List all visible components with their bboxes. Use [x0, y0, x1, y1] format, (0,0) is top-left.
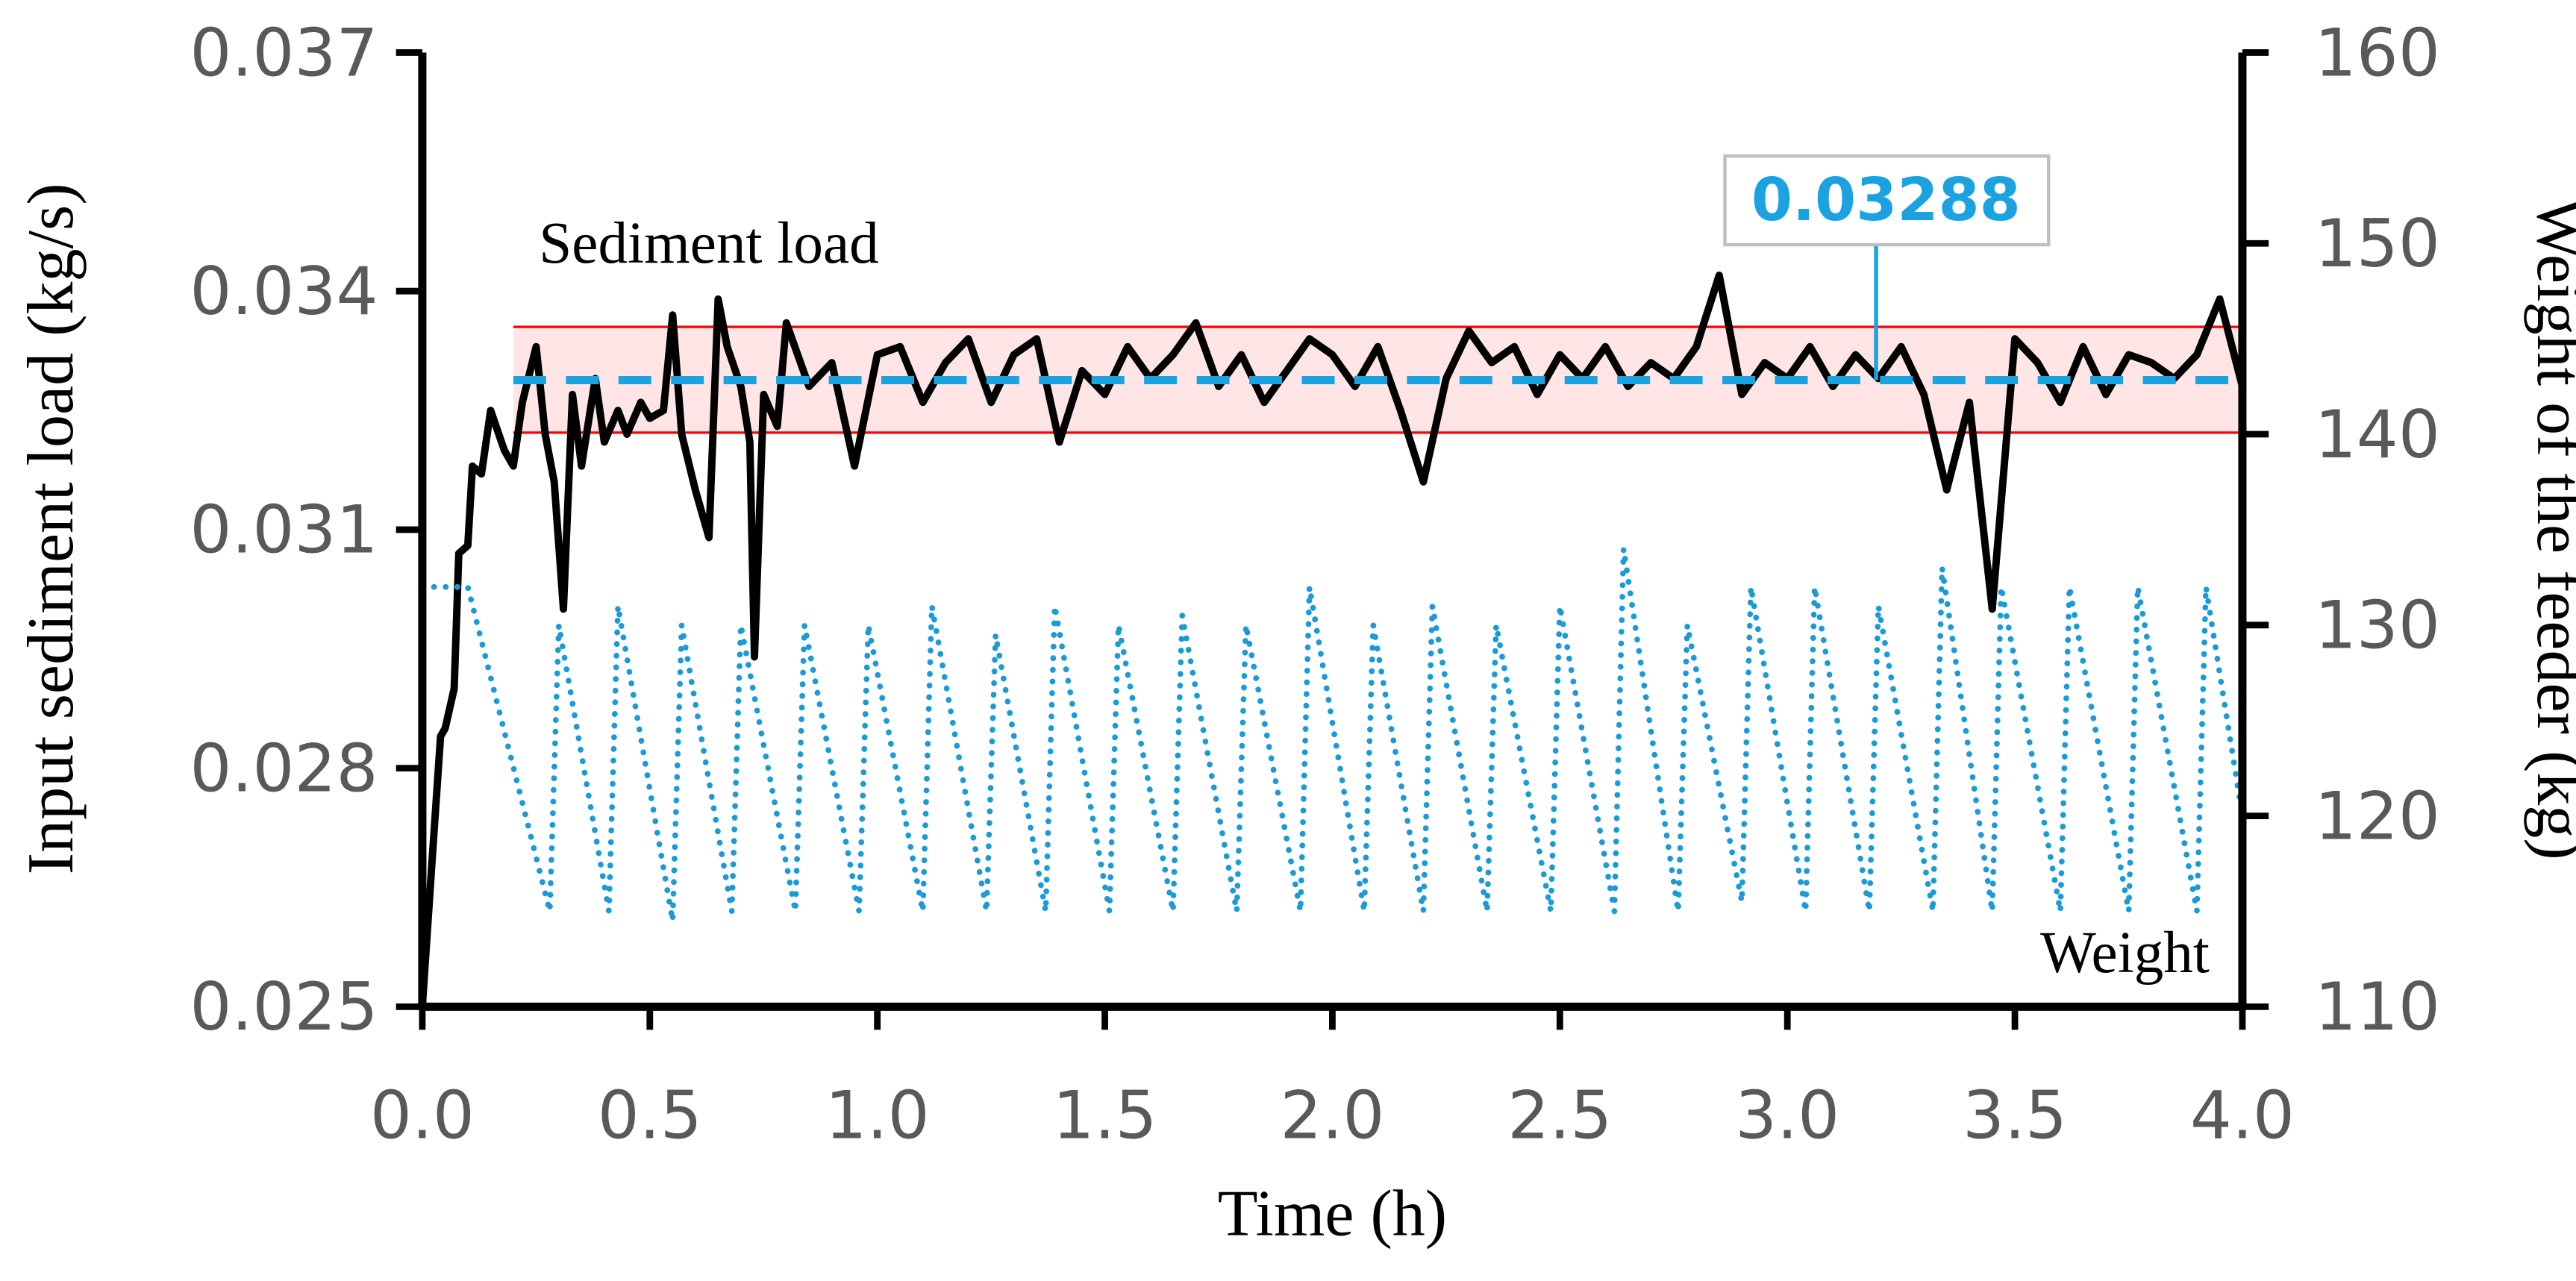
y-tick-label: 0.034 — [190, 253, 378, 330]
y-tick-label: 0.028 — [190, 730, 378, 807]
x-tick-label: 2.5 — [1507, 1077, 1612, 1153]
y2-tick-label: 110 — [2315, 968, 2440, 1045]
y2-tick-label: 150 — [2315, 205, 2440, 282]
y2-tick-label: 120 — [2315, 777, 2440, 854]
y-tick-label: 0.031 — [190, 492, 378, 569]
x-tick-label: 3.0 — [1735, 1077, 1839, 1153]
y2-tick-label: 160 — [2315, 14, 2440, 91]
x-tick-label: 1.0 — [825, 1077, 930, 1153]
series-line — [419, 545, 2245, 924]
y-tick-label: 0.037 — [190, 14, 378, 91]
y-axis-title: Input sediment load (kg/s) — [15, 183, 87, 874]
callout-label: 0.03288 — [1751, 165, 2021, 234]
x-tick-label: 0.0 — [370, 1077, 475, 1153]
x-tick-label: 4.0 — [2190, 1077, 2295, 1153]
x-tick-label: 3.5 — [1963, 1077, 2067, 1153]
x-tick-label: 0.5 — [598, 1077, 702, 1153]
y2-tick-label: 130 — [2315, 587, 2440, 664]
callout-box — [1723, 154, 2051, 247]
y2-tick-label: 140 — [2315, 396, 2440, 473]
x-tick-label: 1.5 — [1053, 1077, 1157, 1153]
y2-axis-title: Weight of the feeder (kg) — [2523, 198, 2576, 860]
x-axis-title: Time (h) — [1218, 1177, 1447, 1250]
y-tick-label: 0.025 — [190, 968, 378, 1045]
series-annotation: Weight — [2040, 920, 2210, 986]
x-tick-label: 2.0 — [1280, 1077, 1384, 1153]
series-annotation: Sediment load — [539, 210, 879, 276]
